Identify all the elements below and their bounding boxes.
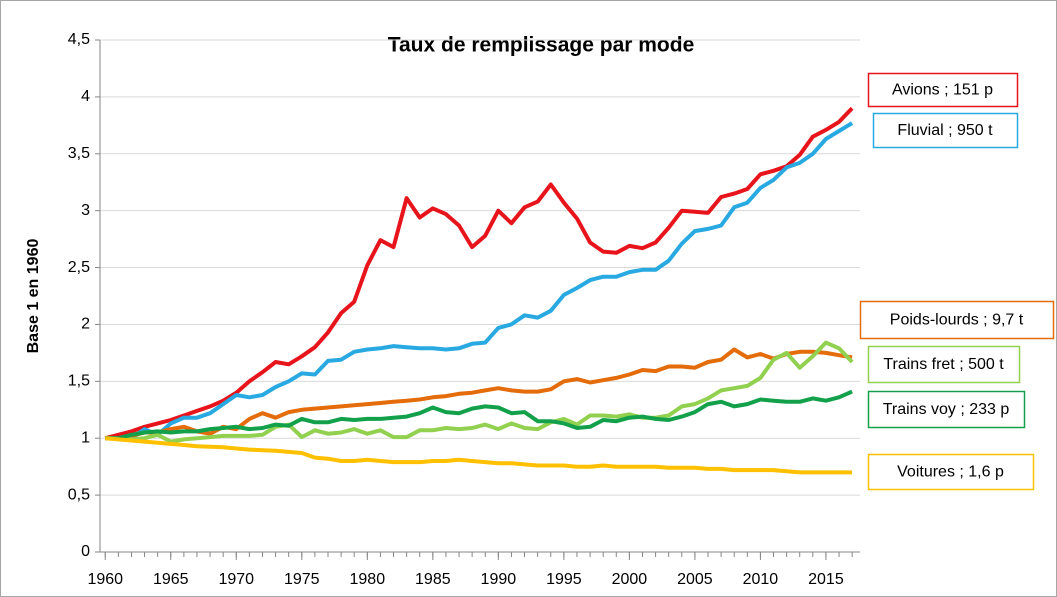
- legend-box: [867, 390, 1026, 429]
- series-line: [105, 340, 854, 444]
- series-line: [105, 436, 853, 475]
- legend-box: [867, 345, 1021, 384]
- y-tick-label: 2,5: [68, 259, 90, 276]
- series-line: [105, 121, 854, 441]
- x-tick-label: 1980: [350, 571, 386, 588]
- y-axis-label: Base 1 en 1960: [25, 239, 42, 354]
- x-tick-label: 1965: [153, 571, 189, 588]
- series-line: [105, 389, 853, 441]
- legend-label: Trains fret ; 500 t: [883, 356, 1004, 373]
- y-tick-label: 3: [81, 202, 90, 219]
- x-tick-label: 1990: [481, 571, 517, 588]
- x-tick-label: 1975: [284, 571, 320, 588]
- x-tick-label: 2010: [743, 571, 779, 588]
- y-tick-label: 0,5: [68, 486, 90, 503]
- legend-box: [867, 72, 1019, 108]
- y-tick-label: 4: [81, 88, 90, 105]
- y-tick-label: 0: [81, 543, 90, 560]
- x-tick-label: 2015: [808, 571, 844, 588]
- legend-label: Voitures ; 1,6 p: [897, 464, 1004, 481]
- legend-label: Fluvial ; 950 t: [897, 122, 993, 139]
- x-tick-label: 1985: [415, 571, 451, 588]
- legend-label: Avions ; 151 p: [892, 82, 993, 99]
- x-tick-label: 2000: [612, 571, 648, 588]
- x-tick-label: 1995: [546, 571, 582, 588]
- legend-box: [859, 300, 1055, 340]
- legend-box: [867, 453, 1035, 491]
- y-tick-label: 3,5: [68, 145, 90, 162]
- x-tick-label: 2005: [677, 571, 713, 588]
- x-tick-label: 1960: [87, 571, 123, 588]
- x-tick-label: 1970: [218, 571, 254, 588]
- series-line: [104, 106, 854, 441]
- legend-box: [872, 112, 1019, 149]
- y-tick-label: 4,5: [68, 31, 90, 48]
- legend-label: Trains voy ; 233 p: [883, 401, 1010, 418]
- y-tick-label: 2: [81, 316, 90, 333]
- y-tick-label: 1,5: [68, 373, 90, 390]
- chart-title: Taux de remplissage par mode: [388, 34, 695, 57]
- legend-label: Poids-lourds ; 9,7 t: [890, 312, 1024, 329]
- y-tick-label: 1: [81, 429, 90, 446]
